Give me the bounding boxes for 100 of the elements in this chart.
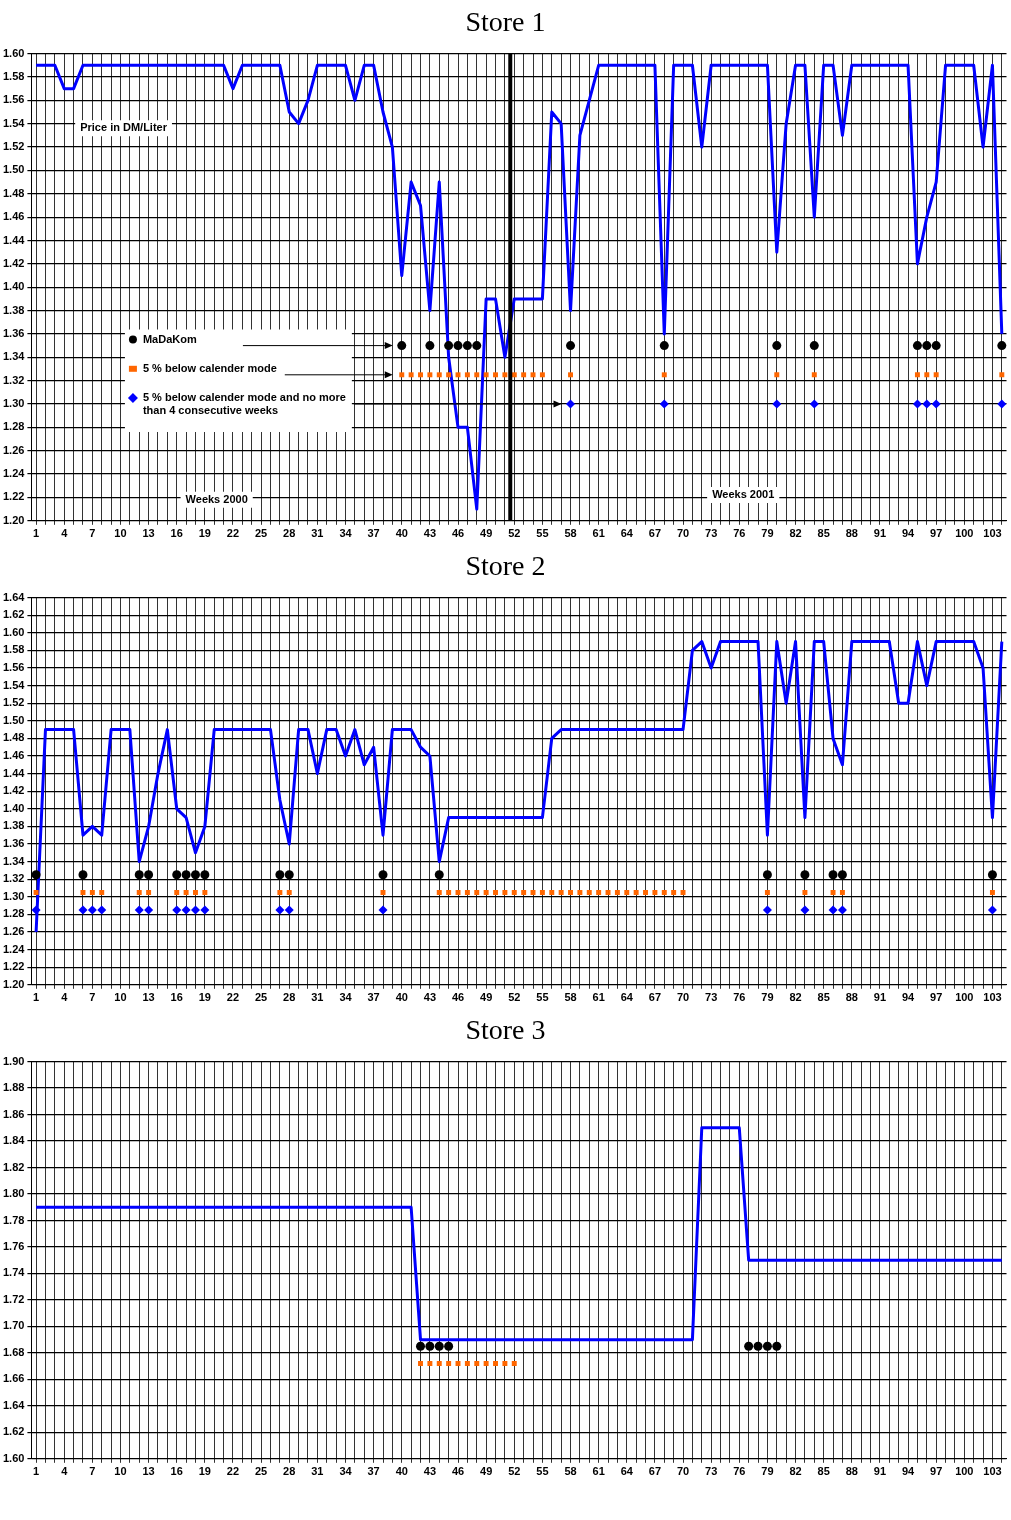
point xyxy=(408,372,414,378)
x-tick-label: 13 xyxy=(142,1465,155,1478)
y-tick-label: 1.28 xyxy=(2,420,25,433)
y-tick-label: 1.46 xyxy=(2,749,25,762)
point xyxy=(605,889,611,895)
x-tick-label: 61 xyxy=(592,991,605,1004)
x-tick-label: 46 xyxy=(451,1465,465,1478)
y-tick-label: 1.26 xyxy=(2,443,25,456)
x-tick-label: 88 xyxy=(845,527,858,540)
point xyxy=(809,399,819,409)
point xyxy=(912,341,922,351)
point xyxy=(772,341,782,351)
x-tick-label: 67 xyxy=(648,991,662,1004)
y-tick-label: 1.30 xyxy=(2,889,25,902)
x-tick-label: 31 xyxy=(311,991,324,1004)
x-tick-label: 16 xyxy=(170,1465,183,1478)
x-tick-label: 58 xyxy=(564,1465,577,1478)
x-tick-label: 37 xyxy=(367,991,380,1004)
point xyxy=(200,870,210,880)
x-tick-label: 16 xyxy=(170,527,183,540)
y-tick-label: 1.78 xyxy=(2,1213,25,1226)
x-tick-label: 46 xyxy=(451,991,465,1004)
x-tick-label: 40 xyxy=(395,1465,408,1478)
y-tick-label: 1.72 xyxy=(2,1292,25,1305)
point xyxy=(78,870,88,880)
point xyxy=(99,889,105,895)
x-tick-label: 13 xyxy=(142,991,155,1004)
x-tick-label: 100 xyxy=(955,1465,974,1478)
point xyxy=(521,372,527,378)
y-tick-label: 1.56 xyxy=(2,93,25,106)
point xyxy=(275,870,285,880)
point xyxy=(493,372,498,378)
point xyxy=(483,372,489,378)
point xyxy=(144,870,154,880)
y-tick-label: 1.54 xyxy=(2,116,26,129)
x-tick-label: 103 xyxy=(983,527,1002,540)
point xyxy=(762,905,772,915)
x-tick-label: 61 xyxy=(592,1465,605,1478)
y-tick-label: 1.28 xyxy=(2,907,25,920)
point xyxy=(399,372,405,378)
x-tick-label: 79 xyxy=(761,1465,774,1478)
x-tick-label: 25 xyxy=(254,1465,268,1478)
point xyxy=(436,372,442,378)
x-tick-label: 34 xyxy=(339,527,353,540)
x-tick-label: 67 xyxy=(648,527,662,540)
y-tick-label: 1.52 xyxy=(2,140,25,153)
point xyxy=(502,889,508,895)
point xyxy=(446,372,452,378)
point xyxy=(577,889,583,895)
x-tick-label: 49 xyxy=(480,527,493,540)
x-tick-label: 19 xyxy=(198,527,211,540)
y-tick-label: 1.20 xyxy=(2,513,25,526)
x-tick-label: 22 xyxy=(226,527,240,540)
point xyxy=(839,889,845,895)
point xyxy=(652,889,658,895)
x-tick-label: 76 xyxy=(733,1465,746,1478)
x-tick-label: 43 xyxy=(423,991,437,1004)
point xyxy=(987,870,997,880)
y-tick-label: 1.34 xyxy=(2,350,26,363)
x-tick-label: 79 xyxy=(761,991,774,1004)
y-tick-label: 1.64 xyxy=(2,590,26,603)
point xyxy=(97,905,107,915)
x-tick-label: 28 xyxy=(283,527,296,540)
point xyxy=(566,399,576,409)
x-tick-label: 16 xyxy=(170,991,183,1004)
x-tick-label: 1 xyxy=(33,991,40,1004)
point xyxy=(181,905,191,915)
point xyxy=(78,905,88,915)
point xyxy=(830,889,836,895)
point xyxy=(539,889,545,895)
point xyxy=(931,399,941,409)
x-tick-label: 1 xyxy=(33,527,40,540)
y-tick-label: 1.36 xyxy=(2,326,25,339)
y-tick-label: 1.90 xyxy=(2,1054,25,1067)
x-tick-label: 55 xyxy=(536,527,549,540)
y-tick-label: 1.50 xyxy=(2,163,25,176)
point xyxy=(811,372,817,378)
point xyxy=(378,870,388,880)
y-axis-title: Price in DM/Liter xyxy=(80,121,168,134)
point xyxy=(586,889,592,895)
point xyxy=(511,889,517,895)
x-tick-label: 79 xyxy=(761,527,774,540)
point xyxy=(837,870,847,880)
x-tick-label: 73 xyxy=(705,991,718,1004)
x-tick-label: 37 xyxy=(367,1465,380,1478)
point xyxy=(931,341,941,351)
y-tick-label: 1.44 xyxy=(2,766,26,779)
x-tick-label: 88 xyxy=(845,1465,858,1478)
chart-title: Store 3 xyxy=(464,1013,547,1047)
point xyxy=(446,889,452,895)
y-tick-label: 1.80 xyxy=(2,1187,25,1200)
point xyxy=(277,889,283,895)
x-tick-label: 61 xyxy=(592,527,605,540)
point xyxy=(800,870,810,880)
x-tick-label: 19 xyxy=(198,991,211,1004)
x-tick-label: 88 xyxy=(845,991,858,1004)
x-tick-label: 91 xyxy=(873,1465,887,1478)
x-tick-label: 64 xyxy=(620,991,634,1004)
point xyxy=(511,372,517,378)
x-tick-label: 76 xyxy=(733,991,746,1004)
